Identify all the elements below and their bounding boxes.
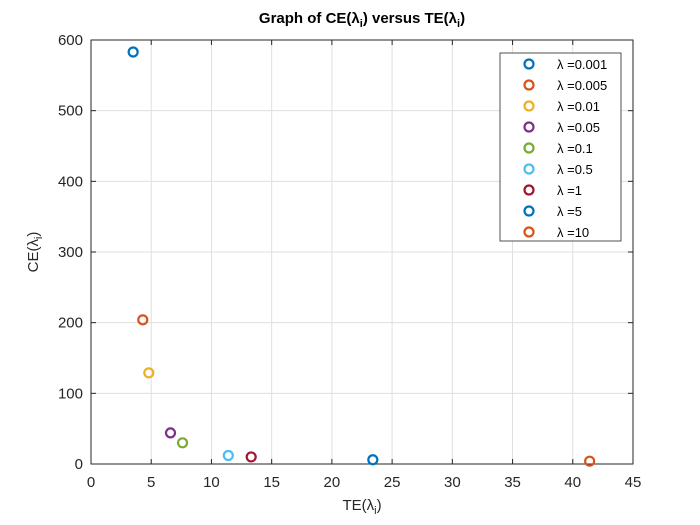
data-point [222, 449, 234, 462]
x-tick-label: 25 [384, 474, 401, 491]
x-tick-label: 45 [625, 474, 642, 491]
legend-marker [523, 58, 535, 70]
legend: λ =0.001 λ =0.005 λ =0.01 λ =0.05 λ =0.1 λ =0… [499, 52, 622, 242]
y-tick-label: 200 [58, 315, 83, 332]
legend-box [499, 52, 622, 242]
legend-entries: λ =0.001 λ =0.005 λ =0.01 λ =0.05 λ =0.1 λ =0… [523, 57, 607, 240]
data-point [137, 314, 149, 326]
x-tick-label: 30 [444, 474, 461, 491]
legend-marker [523, 121, 535, 133]
legend-marker [523, 163, 535, 175]
y-tick-label: 100 [58, 385, 83, 402]
data-point [584, 455, 596, 467]
legend-label: λ =0.001 [557, 57, 607, 72]
legend-label: λ =0.1 [557, 141, 593, 156]
chart-title: Graph of CE(λi) versus TE(λi) [259, 10, 465, 30]
axis-ticks: 0 5 10 15 20 25 30 35 40 45 0 100 200 300 400 500 600 [58, 32, 641, 491]
data-point [127, 46, 139, 58]
x-tick-label: 15 [263, 474, 280, 491]
data-point [176, 437, 189, 449]
legend-label: λ =10 [557, 225, 589, 240]
y-tick-label: 400 [58, 173, 83, 190]
x-tick-label: 40 [564, 474, 581, 491]
y-axis-label: CE(λi) [25, 232, 45, 273]
y-tick-label: 0 [75, 456, 83, 473]
x-tick-label: 35 [504, 474, 521, 491]
legend-marker [523, 205, 535, 217]
y-tick-label: 600 [58, 32, 83, 49]
data-point [143, 367, 155, 379]
data-point [367, 454, 379, 466]
y-tick-label: 300 [58, 244, 83, 261]
y-tick-label: 500 [58, 103, 83, 120]
x-axis-label: TE(λi) [342, 497, 381, 517]
legend-label: λ =5 [557, 204, 582, 219]
data-point [245, 451, 257, 463]
x-tick-label: 10 [203, 474, 220, 491]
legend-label: λ =0.05 [557, 120, 600, 135]
legend-label: λ =1 [557, 183, 582, 198]
legend-marker [523, 226, 535, 238]
x-tick-label: 5 [147, 474, 155, 491]
data-points [127, 46, 596, 467]
data-point [164, 427, 177, 439]
legend-label: λ =0.005 [557, 78, 607, 93]
legend-marker [523, 79, 535, 91]
x-tick-label: 0 [87, 474, 95, 491]
legend-marker [523, 100, 535, 112]
x-tick-label: 20 [324, 474, 341, 491]
legend-marker [523, 184, 535, 196]
legend-label: λ =0.01 [557, 99, 600, 114]
legend-label: λ =0.5 [557, 162, 593, 177]
legend-marker [523, 142, 535, 154]
